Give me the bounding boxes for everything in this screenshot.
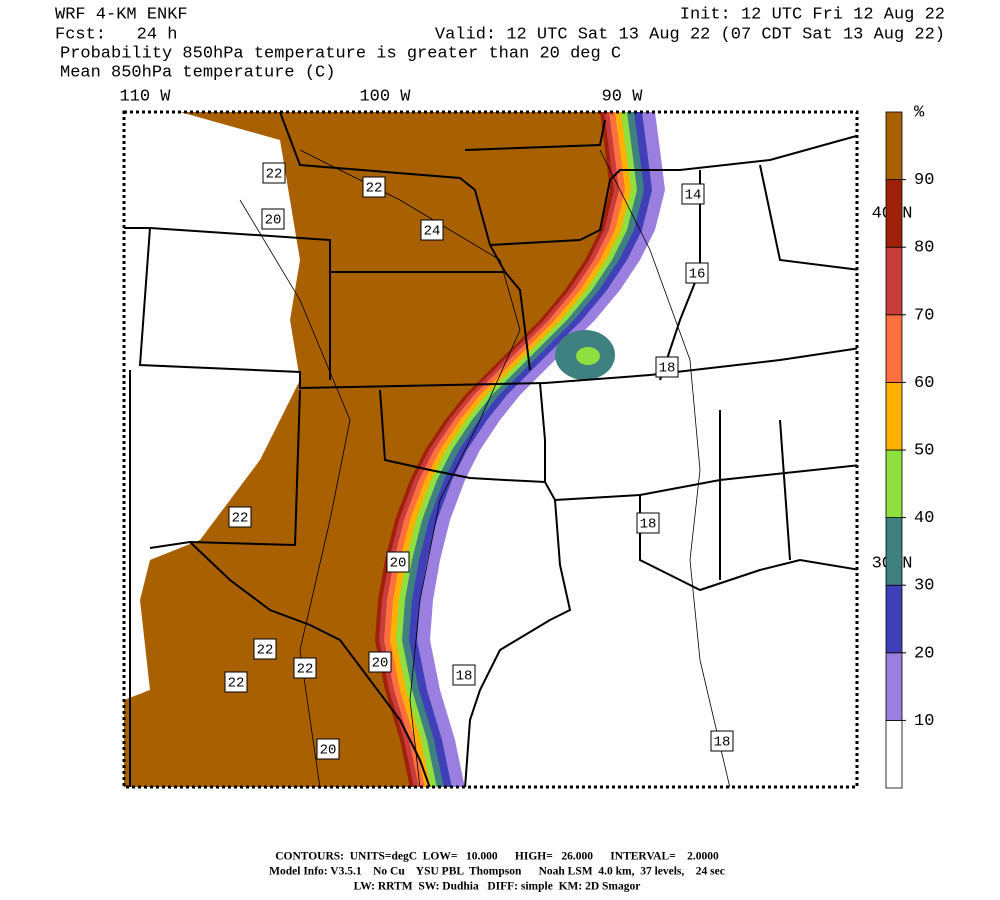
colorbar-tick-label: 20 xyxy=(914,644,934,663)
contour-label: 20 xyxy=(265,213,282,229)
contour-label: 22 xyxy=(297,662,314,678)
colorbar-tick-label: 50 xyxy=(914,441,934,460)
footer-line: CONTOURS: UNITS=degC LOW= 10.000 HIGH= 2… xyxy=(275,851,719,863)
contour-label-box xyxy=(228,506,252,528)
map: 22 22 24 20 14 16 18 22 20 18 22 22 22 20 18 20 18 xyxy=(124,112,857,787)
colorbar-bin xyxy=(885,246,903,316)
contour-label: 14 xyxy=(685,188,702,204)
contour-label: 20 xyxy=(320,743,337,759)
init-time: Init: 12 UTC Fri 12 Aug 22 xyxy=(680,5,945,24)
colorbar-tick-label: 10 xyxy=(914,712,934,731)
contour-title: Mean 850hPa temperature (C) xyxy=(60,63,335,82)
colorbar-bin xyxy=(885,314,903,383)
probability-blob xyxy=(576,347,600,365)
colorbar-bin xyxy=(885,449,903,518)
state-borders xyxy=(124,112,857,787)
colorbar-bin xyxy=(885,517,903,586)
colorbar-tick-label: 40 xyxy=(914,509,934,528)
contour-label: 22 xyxy=(232,511,249,527)
footer-line: Model Info: V3.5.1 No Cu YSU PBL Thompso… xyxy=(269,866,725,878)
contour-label-box xyxy=(362,176,386,198)
contour-label: 22 xyxy=(228,676,245,692)
contour-label-box xyxy=(710,730,734,752)
colorbar-bin xyxy=(885,652,903,721)
contour-label-box xyxy=(316,738,340,760)
contour-label-box xyxy=(368,651,392,673)
longitude-label: 100 W xyxy=(359,87,411,106)
colorbar: 10 20 30 40 50 60 70 80 90% xyxy=(885,103,934,789)
contour-label-box xyxy=(420,219,444,241)
forecast-hour: Fcst: 24 h xyxy=(55,25,177,44)
field-title: Probability 850hPa temperature is greate… xyxy=(60,44,621,63)
contour-label-box xyxy=(262,162,286,184)
contour-label: 22 xyxy=(257,643,274,659)
contour-label: 16 xyxy=(689,267,706,283)
contour-label-box xyxy=(452,664,476,686)
probability-band xyxy=(124,112,610,787)
valid-time: Valid: 12 UTC Sat 13 Aug 22 (07 CDT Sat … xyxy=(435,25,945,44)
contour-label: 20 xyxy=(372,656,389,672)
footer-line: LW: RRTM SW: Dudhia DIFF: simple KM: 2D … xyxy=(354,881,641,893)
probability-field xyxy=(124,112,665,787)
contour-label: 24 xyxy=(424,224,441,240)
contour-label: 18 xyxy=(640,517,657,533)
contour-label: 18 xyxy=(659,361,676,377)
colorbar-bin xyxy=(885,381,903,451)
colorbar-tick-label: 30 xyxy=(914,577,934,596)
contour-label: 18 xyxy=(456,669,473,685)
colorbar-tick-label: 70 xyxy=(914,306,934,325)
colorbar-unit: % xyxy=(914,103,925,122)
longitude-label: 110 W xyxy=(119,87,171,106)
contour-label-box xyxy=(224,671,248,693)
colorbar-tick-label: 60 xyxy=(914,374,934,393)
contour-label-box xyxy=(293,657,317,679)
contour-label-box xyxy=(253,638,277,660)
contour-label-box xyxy=(636,512,660,534)
longitude-label: 90 W xyxy=(602,87,644,106)
map-frame xyxy=(122,110,859,789)
contour-label: 22 xyxy=(366,181,383,197)
colorbar-bin xyxy=(885,720,903,789)
colorbar-tick-label: 90 xyxy=(914,171,934,190)
colorbar-tick-label: 80 xyxy=(914,239,934,258)
colorbar-bin xyxy=(885,179,903,248)
contour-label-box xyxy=(655,356,679,378)
contour-label: 20 xyxy=(390,556,407,572)
model-title: WRF 4-KM ENKF xyxy=(55,5,188,24)
contour-label-box xyxy=(685,262,709,284)
contour-label-box xyxy=(261,208,285,230)
contour-label-box xyxy=(681,183,705,205)
colorbar-bin xyxy=(885,111,903,180)
colorbar-bin xyxy=(885,584,903,654)
contour-label: 22 xyxy=(266,167,283,183)
contour-label-box xyxy=(386,551,410,573)
contour-label: 18 xyxy=(714,735,731,751)
